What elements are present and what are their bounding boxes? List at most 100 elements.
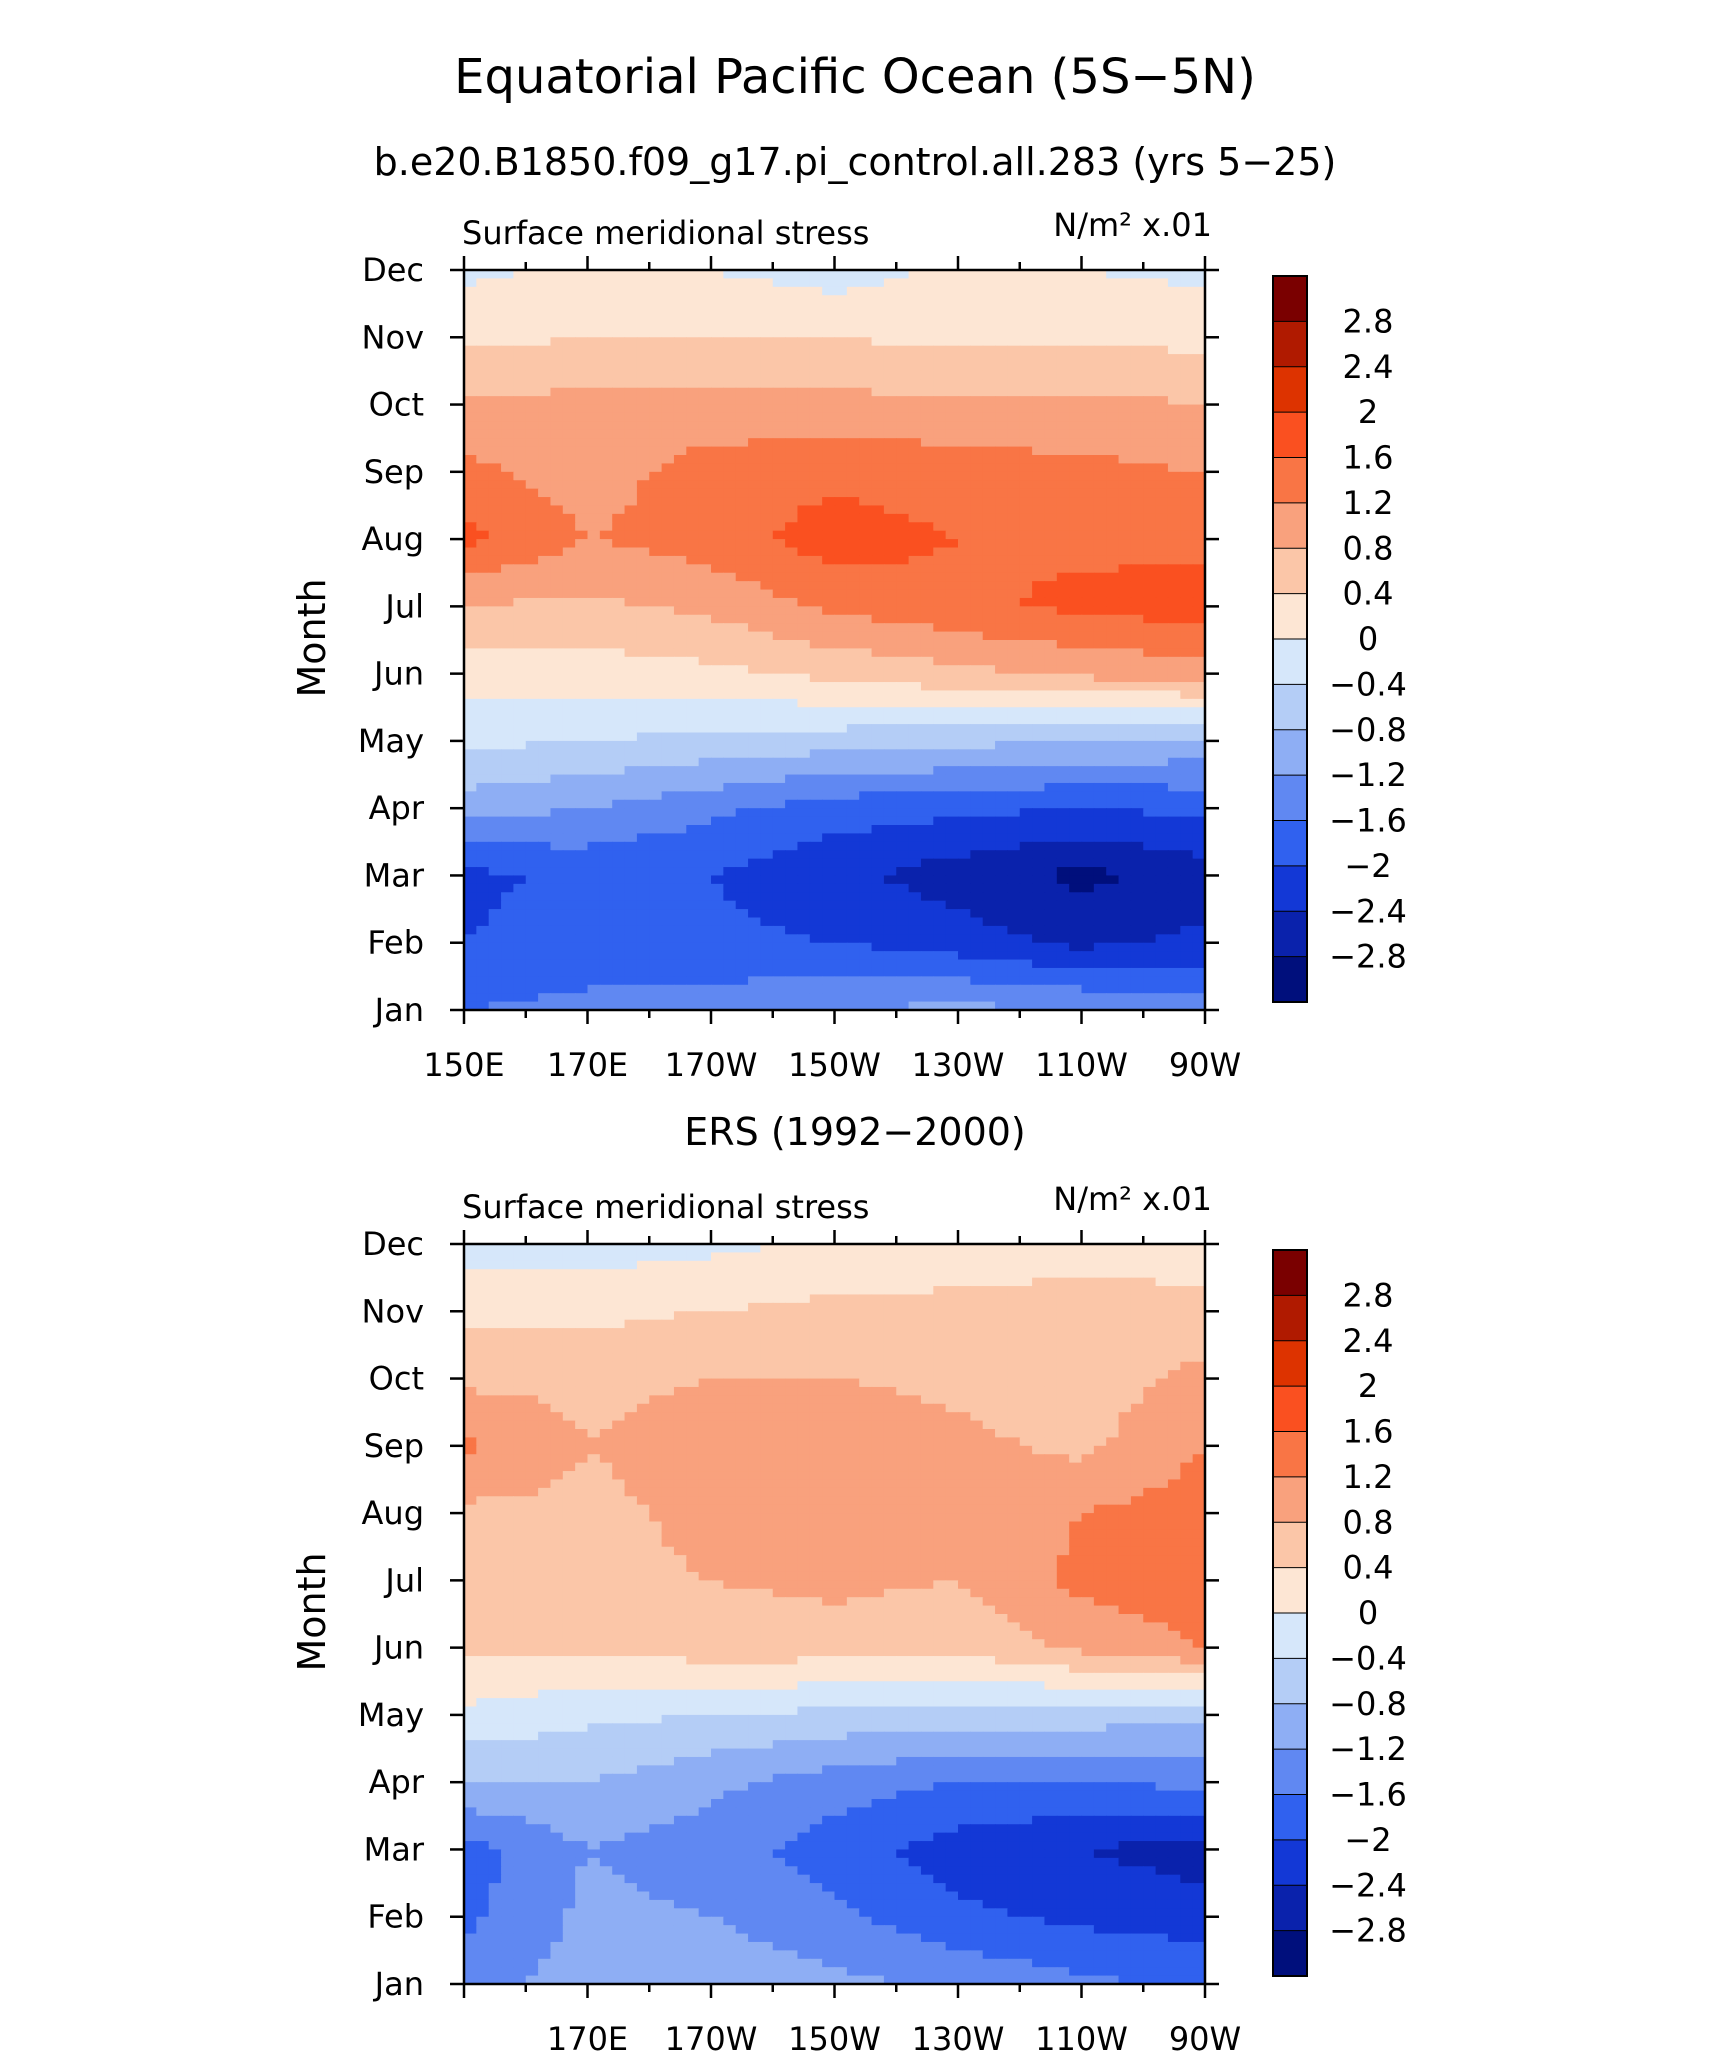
panel1-field-cell: [1056, 421, 1070, 431]
panel1-field-cell: [1069, 640, 1083, 650]
panel1-field-cell: [1167, 286, 1181, 296]
panel1-field-cell: [846, 732, 860, 742]
panel1-field-cell: [945, 589, 959, 599]
panel1-field-cell: [1155, 597, 1169, 607]
panel1-field-cell: [538, 522, 552, 532]
panel1-field-cell: [1130, 740, 1144, 750]
panel1-field-cell: [1130, 429, 1144, 439]
panel1-field-cell: [513, 589, 527, 599]
panel1-field-cell: [1180, 715, 1194, 725]
panel1-field-cell: [612, 539, 626, 549]
panel1-field-cell: [785, 581, 799, 591]
panel1-field-cell: [846, 724, 860, 734]
panel1-field-cell: [649, 766, 663, 776]
panel1-field-cell: [636, 724, 650, 734]
panel1-field-cell: [599, 808, 613, 818]
panel1-field-cell: [562, 749, 576, 759]
panel1-field-cell: [846, 429, 860, 439]
panel1-field-cell: [723, 690, 737, 700]
panel1-field-cell: [562, 833, 576, 843]
panel1-field-cell: [1044, 867, 1058, 877]
panel1-field-cell: [1093, 328, 1107, 338]
panel1-field-cell: [1180, 547, 1194, 557]
panel1-field-cell: [735, 379, 749, 389]
panel1-field-cell: [673, 379, 687, 389]
panel1-field-cell: [772, 270, 786, 280]
panel1-field-cell: [1069, 404, 1083, 414]
panel1-field-cell: [661, 345, 675, 355]
panel1-field-cell: [501, 808, 514, 818]
panel1-field-cell: [587, 480, 601, 490]
panel1-field-cell: [748, 312, 761, 322]
panel1-field-cell: [945, 312, 959, 322]
panel1-field-cell: [562, 732, 576, 742]
panel1-field-cell: [1019, 791, 1033, 801]
panel1-field-cell: [1192, 724, 1206, 734]
panel1-field-cell: [822, 354, 836, 364]
panel1-field-cell: [1056, 959, 1070, 969]
panel1-field-cell: [550, 698, 564, 708]
panel1-field-cell: [1081, 429, 1095, 439]
panel1-field-cell: [575, 850, 589, 860]
panel1-field-cell: [599, 278, 613, 288]
panel1-field-cell: [1019, 480, 1033, 490]
panel1-field-cell: [1032, 396, 1046, 406]
panel1-field-cell: [686, 614, 700, 624]
panel1-field-cell: [1093, 337, 1107, 347]
panel1-field-cell: [748, 539, 761, 549]
panel1-field-cell: [1069, 597, 1083, 607]
panel1-field-cell: [871, 883, 885, 893]
panel1-field-cell: [1044, 455, 1058, 465]
panel1-field-cell: [1155, 295, 1169, 305]
panel1-field-cell: [1044, 396, 1058, 406]
panel1-field-cell: [995, 782, 1008, 792]
panel1-field-cell: [1118, 833, 1132, 843]
panel1-field-cell: [1081, 883, 1095, 893]
panel1-field-cell: [982, 471, 996, 481]
panel1-field-cell: [970, 429, 984, 439]
panel1-field-cell: [599, 732, 613, 742]
panel1-field-cell: [538, 303, 552, 313]
panel1-field-cell: [1019, 555, 1033, 565]
panel1-field-cell: [624, 446, 638, 456]
panel1-field-cell: [995, 328, 1008, 338]
panel1-field-cell: [612, 917, 626, 927]
panel1-field-cell: [711, 497, 724, 507]
panel1-field-cell: [1093, 429, 1107, 439]
panel1-field-cell: [785, 774, 799, 784]
panel1-field-cell: [1180, 320, 1194, 330]
panel1-field-cell: [785, 740, 799, 750]
panel1-field-cell: [785, 917, 799, 927]
panel1-field-cell: [1032, 858, 1046, 868]
panel1-field-cell: [488, 967, 502, 977]
panel1-field-cell: [525, 589, 539, 599]
panel1-field-cell: [723, 412, 737, 422]
panel1-field-cell: [822, 455, 836, 465]
panel1-field-cell: [501, 328, 514, 338]
panel1-field-cell: [550, 328, 564, 338]
panel1-field-cell: [624, 825, 638, 835]
panel1-field-cell: [1167, 799, 1181, 809]
panel1-field-cell: [624, 370, 638, 380]
panel1-field-cell: [1007, 917, 1021, 927]
panel1-field-cell: [562, 808, 576, 818]
panel1-field-cell: [636, 799, 650, 809]
panel1-field-cell: [846, 412, 860, 422]
panel1-field-cell: [748, 396, 761, 406]
panel1-field-cell: [711, 715, 724, 725]
panel1-field-cell: [933, 396, 947, 406]
panel1-field-cell: [859, 766, 873, 776]
panel1-field-cell: [1069, 867, 1083, 877]
panel1-field-cell: [896, 555, 910, 565]
panel1-field-cell: [1019, 774, 1033, 784]
panel1-field-cell: [871, 925, 885, 935]
panel1-field-cell: [587, 547, 601, 557]
panel1-field-cell: [538, 480, 552, 490]
panel1-field-cell: [550, 774, 564, 784]
panel1-field-cell: [624, 959, 638, 969]
panel1-field-cell: [612, 724, 626, 734]
panel1-field-cell: [982, 934, 996, 944]
panel1-field-cell: [513, 942, 527, 952]
panel1-field-cell: [896, 530, 910, 540]
panel1-field-cell: [488, 606, 502, 616]
